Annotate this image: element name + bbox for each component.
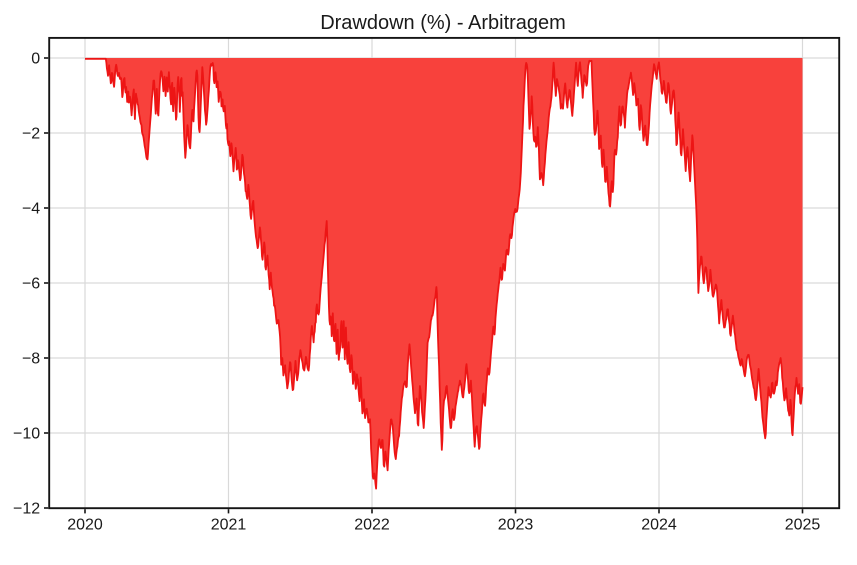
svg-text:−10: −10: [13, 425, 40, 442]
svg-text:2021: 2021: [211, 517, 247, 534]
svg-text:2023: 2023: [498, 517, 534, 534]
svg-text:−4: −4: [22, 200, 40, 217]
svg-text:−12: −12: [13, 500, 40, 517]
svg-text:2020: 2020: [67, 517, 103, 534]
svg-text:−8: −8: [22, 350, 40, 367]
svg-text:0: 0: [31, 50, 40, 67]
svg-text:2024: 2024: [641, 517, 677, 534]
svg-text:2025: 2025: [785, 517, 821, 534]
svg-text:2022: 2022: [354, 517, 390, 534]
svg-text:−2: −2: [22, 125, 40, 142]
svg-text:Drawdown (%) - Arbitragem: Drawdown (%) - Arbitragem: [320, 12, 566, 34]
svg-text:−6: −6: [22, 275, 40, 292]
